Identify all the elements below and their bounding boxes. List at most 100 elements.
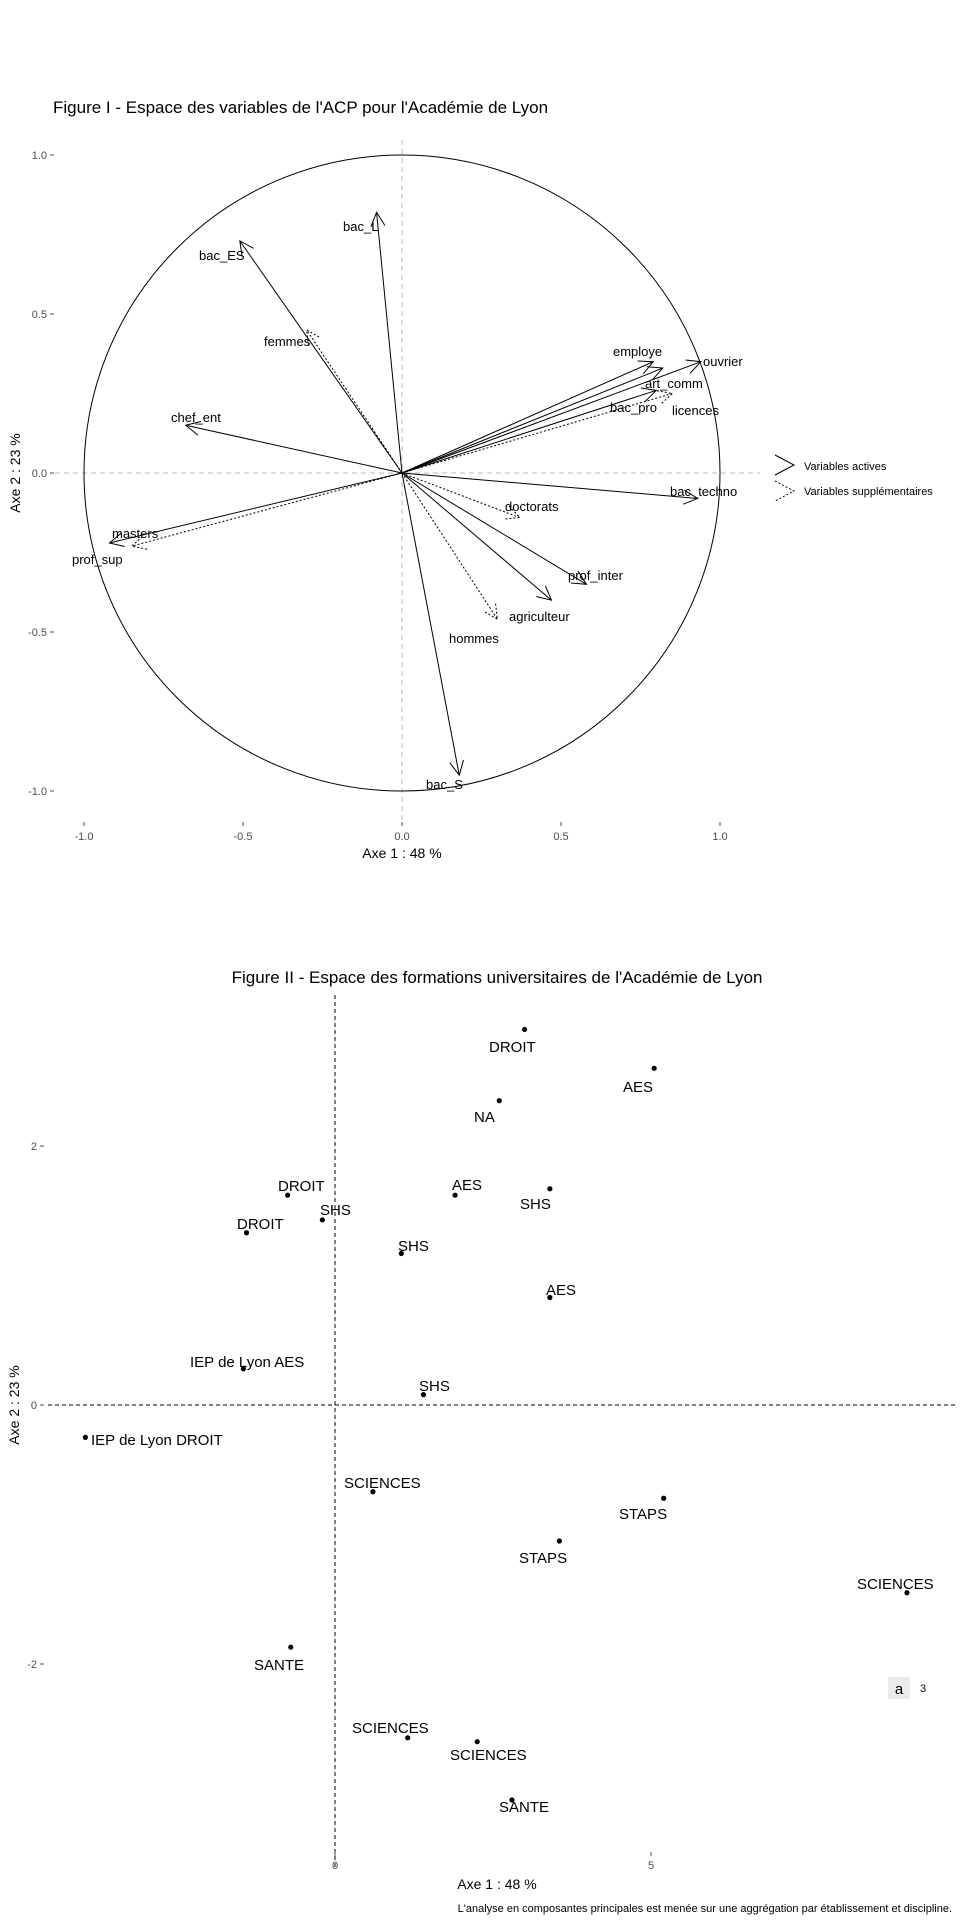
- x-tick-label: -1.0: [75, 831, 94, 843]
- x-tick-label: -0.5: [234, 831, 253, 843]
- var-label-bac-es: bac_ES: [199, 248, 245, 263]
- legend-label-active: Variables actives: [804, 461, 887, 473]
- pt-label-droit-3: DROIT: [237, 1216, 284, 1233]
- y-tick-label: -2: [27, 1659, 37, 1671]
- pt-label-sciences-2: SCIENCES: [857, 1576, 934, 1593]
- point-droit: [243, 1230, 250, 1236]
- point-droit: [522, 1026, 528, 1033]
- figure-1-legend: Variables actives Variables supplémentai…: [774, 454, 933, 502]
- point-droit: [285, 1192, 291, 1198]
- pt-label-sciences-4: SCIENCES: [450, 1747, 527, 1764]
- arrow-masters: [109, 472, 403, 543]
- figure-1-y-axis-title: Axe 2 : 23 %: [7, 433, 23, 512]
- point-iep-de-lyon-aes: [240, 1366, 246, 1372]
- arrow-licences: [401, 394, 672, 474]
- arrow-bac-s: [401, 472, 459, 775]
- arrow-prof-inter: [401, 472, 586, 584]
- var-label-bac-pro: bac_pro: [610, 400, 657, 415]
- figure-1-variable-labels: bac_L bac_ES chef_ent masters employe ou…: [72, 219, 743, 792]
- var-label-ouvrier: ouvrier: [703, 354, 743, 369]
- y-tick-label: -0.5: [28, 627, 47, 639]
- var-label-bac-techno: bac_techno: [670, 484, 737, 499]
- var-label-bac-s: bac_S: [426, 777, 463, 792]
- point-na: [496, 1098, 502, 1104]
- arrow-ouvrier: [401, 362, 701, 474]
- arrow-bac-es: [240, 241, 403, 474]
- point-shs: [420, 1392, 427, 1398]
- pt-label-staps-2: STAPS: [519, 1550, 567, 1567]
- pt-label-staps-1: STAPS: [619, 1506, 667, 1523]
- figure-2-y-axis: 2 0 -2: [27, 1141, 44, 1671]
- pt-label-aes-3: AES: [546, 1282, 576, 1299]
- figure-1-x-axis: -1.0 -0.5 0.0 0.5 1.0: [75, 822, 728, 843]
- x-tick-label: 0: [332, 1860, 338, 1872]
- pt-label-aes-1: AES: [623, 1079, 653, 1096]
- pt-label-droit-2: DROIT: [278, 1178, 325, 1195]
- point-iep-de-lyon-droit: [82, 1434, 88, 1440]
- pt-label-sciences-3: SCIENCES: [352, 1720, 429, 1737]
- arrow-bac-l: [377, 212, 403, 474]
- figure-1-arrows: [109, 212, 700, 775]
- y-tick-label: 0.5: [32, 309, 47, 321]
- pt-label-droit-1: DROIT: [489, 1039, 536, 1056]
- legend-arrow-solid: [774, 454, 796, 476]
- arrow-doctorats: [401, 472, 520, 518]
- pt-label-sciences-1: SCIENCES: [344, 1475, 421, 1492]
- arrow-femmes: [307, 330, 403, 474]
- figure-2-x-axis-title: Axe 1 : 48 %: [457, 1876, 536, 1892]
- pt-label-na: NA: [474, 1109, 495, 1126]
- pt-label-shs-3: SHS: [398, 1238, 429, 1255]
- pt-label-aes-2: AES: [452, 1177, 482, 1194]
- point-sciences: [370, 1489, 376, 1495]
- point-staps: [556, 1538, 562, 1544]
- x-tick-label: 1.0: [712, 831, 727, 843]
- figure-1-y-axis: 1.0 0.5 0.0 -0.5 -1.0: [28, 150, 54, 798]
- point-shs: [319, 1217, 325, 1223]
- point-shs: [398, 1250, 404, 1257]
- var-label-femmes: femmes: [264, 334, 311, 349]
- arrow-art-comm: [401, 368, 663, 474]
- var-label-masters: masters: [112, 526, 159, 541]
- pt-label-shs-2: SHS: [520, 1196, 551, 1213]
- var-label-hommes: hommes: [449, 631, 499, 646]
- x-tick-label: 5: [648, 1860, 654, 1872]
- figure-1-x-axis-title: Axe 1 : 48 %: [362, 845, 441, 861]
- var-label-prof-inter: prof_inter: [568, 568, 624, 583]
- var-label-bac-l: bac_L: [343, 219, 378, 234]
- var-label-agriculteur: agriculteur: [509, 609, 570, 624]
- var-label-prof-sup: prof_sup: [72, 552, 123, 567]
- point-sante: [288, 1644, 294, 1650]
- figure-2-title: Figure II - Espace des formations univer…: [232, 968, 763, 987]
- point-shs: [547, 1186, 553, 1192]
- y-tick-label: 2: [31, 1141, 37, 1153]
- pt-label-sante-1: SANTE: [254, 1657, 304, 1674]
- var-label-employe: employe: [613, 344, 662, 359]
- point-sciences: [474, 1739, 480, 1745]
- pt-label-shs-4: SHS: [419, 1378, 450, 1395]
- y-tick-label: 1.0: [32, 150, 47, 162]
- arrow-employe: [401, 362, 653, 474]
- pt-label-sante-2: SANTE: [499, 1799, 549, 1816]
- x-tick-label: 0.0: [394, 831, 409, 843]
- legend-arrow-dotted: [774, 480, 796, 502]
- figure-2-y-axis-title: Axe 2 : 23 %: [6, 1365, 22, 1444]
- arrow-chef-ent: [186, 425, 403, 474]
- figure-1-title: Figure I - Espace des variables de l'ACP…: [53, 98, 548, 117]
- legend-label-supplementary: Variables supplémentaires: [804, 486, 933, 498]
- figure-2-points: [82, 1026, 910, 1803]
- point-sante: [509, 1797, 515, 1803]
- figure-2-formations-chart: Figure II - Espace des formations univer…: [6, 968, 955, 1915]
- figure-2-caption: L'analyse en composantes principales est…: [458, 1903, 952, 1915]
- arrow-bac-pro: [401, 390, 656, 474]
- y-tick-label: 0: [31, 1400, 37, 1412]
- pt-label-iep-droit: IEP de Lyon DROIT: [91, 1432, 223, 1449]
- figure-1-variables-chart: Figure I - Espace des variables de l'ACP…: [7, 98, 933, 861]
- point-aes: [452, 1192, 458, 1198]
- var-label-licences: licences: [672, 403, 719, 418]
- arrow-agriculteur: [401, 472, 551, 600]
- point-sciences: [405, 1735, 411, 1741]
- arrow-prof-sup: [132, 472, 403, 546]
- point-sciences: [904, 1590, 910, 1596]
